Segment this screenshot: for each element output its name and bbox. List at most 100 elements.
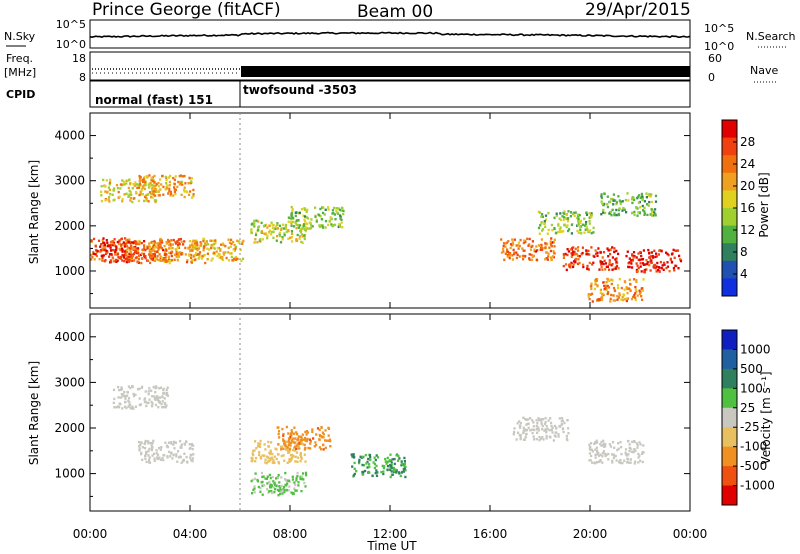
power-cell bbox=[522, 241, 525, 245]
velocity-cell bbox=[306, 431, 309, 434]
power-cell bbox=[543, 222, 546, 225]
velocity-cell bbox=[152, 439, 155, 443]
velocity-cell bbox=[295, 479, 298, 482]
velocity-cell bbox=[373, 456, 376, 459]
power-cell bbox=[636, 264, 639, 267]
power-cell bbox=[204, 261, 207, 265]
power-cell bbox=[169, 251, 173, 255]
power-cell bbox=[330, 223, 333, 226]
power-cell bbox=[529, 248, 533, 251]
velocity-panel-ylabel: Slant Range [km] bbox=[27, 361, 41, 465]
velocity-cell bbox=[299, 460, 302, 463]
power-cell bbox=[139, 253, 142, 257]
velocity-cell bbox=[188, 443, 191, 446]
velocity-cell bbox=[590, 454, 593, 458]
power-cell bbox=[601, 256, 604, 259]
power-cell bbox=[176, 240, 179, 243]
velocity-cell bbox=[285, 448, 288, 451]
power-cell bbox=[642, 263, 645, 266]
power-cell bbox=[105, 239, 108, 242]
power-cell bbox=[124, 251, 127, 255]
power-cell bbox=[636, 195, 639, 199]
velocity-cell bbox=[299, 442, 302, 445]
velocity-cell bbox=[601, 461, 604, 464]
power-cell bbox=[158, 188, 161, 192]
power-cell bbox=[566, 253, 569, 257]
power-cell bbox=[617, 208, 621, 212]
velocity-cell bbox=[192, 453, 195, 456]
velocity-cell bbox=[263, 443, 266, 446]
power-cell bbox=[168, 187, 171, 190]
power-cell bbox=[148, 246, 151, 250]
velocity-cell bbox=[287, 432, 290, 435]
velocity-cell bbox=[397, 454, 400, 458]
power-cell bbox=[218, 256, 221, 259]
velocity-cell bbox=[519, 424, 522, 427]
power-cell bbox=[239, 248, 242, 252]
power-cell bbox=[650, 259, 653, 262]
power-cell bbox=[145, 174, 149, 178]
power-cell bbox=[104, 252, 108, 255]
power-cell bbox=[129, 182, 132, 185]
power-cell bbox=[633, 294, 636, 297]
beam-title: Beam 00 bbox=[357, 2, 433, 22]
power-cell bbox=[633, 213, 636, 217]
power-cell bbox=[611, 246, 614, 249]
freq-tick-bottom: 8 bbox=[79, 71, 86, 84]
power-cell bbox=[127, 179, 131, 182]
power-cell bbox=[176, 256, 179, 259]
velocity-cell bbox=[615, 459, 618, 462]
velocity-cell bbox=[272, 486, 275, 489]
power-cell bbox=[631, 259, 634, 262]
velocity-cell bbox=[292, 492, 295, 496]
power-cell bbox=[275, 225, 278, 228]
power-cell bbox=[133, 247, 136, 250]
power-cell bbox=[125, 242, 128, 245]
power-cell bbox=[96, 250, 99, 253]
power-cell bbox=[129, 251, 132, 254]
power-cell bbox=[550, 243, 553, 247]
power-cell bbox=[648, 251, 651, 255]
velocity-cell bbox=[264, 458, 267, 461]
power-cell bbox=[631, 198, 634, 201]
power-cell bbox=[528, 253, 531, 256]
power-cell bbox=[619, 200, 622, 204]
power-cell bbox=[222, 251, 225, 254]
velocity-cell bbox=[546, 427, 549, 430]
velocity-cell bbox=[266, 455, 269, 458]
power-cell bbox=[159, 246, 162, 249]
power-cell bbox=[572, 263, 575, 266]
power-cell bbox=[655, 265, 658, 268]
velocity-cell bbox=[286, 446, 289, 449]
velocity-cell bbox=[138, 447, 141, 450]
power-cell bbox=[602, 251, 606, 254]
velocity-cell bbox=[297, 444, 300, 448]
power-cell bbox=[141, 248, 144, 252]
colorbar-swatch bbox=[722, 349, 737, 370]
velocity-cell bbox=[161, 395, 164, 399]
velocity-cell bbox=[297, 435, 300, 438]
power-cell bbox=[180, 180, 183, 183]
velocity-cell bbox=[118, 388, 121, 392]
velocity-cell bbox=[400, 471, 403, 474]
power-cell bbox=[570, 211, 573, 214]
power-cell bbox=[320, 217, 323, 221]
power-cell bbox=[150, 249, 153, 252]
velocity-cell bbox=[313, 445, 316, 448]
power-cell bbox=[614, 199, 617, 202]
velocity-cell bbox=[145, 404, 148, 408]
velocity-cell bbox=[170, 441, 173, 444]
power-cell bbox=[295, 238, 298, 241]
power-cell bbox=[102, 241, 105, 245]
power-cell bbox=[666, 261, 669, 264]
velocity-cell bbox=[322, 433, 325, 436]
power-cell bbox=[221, 258, 225, 262]
power-cell bbox=[677, 267, 680, 270]
velocity-cell bbox=[129, 406, 132, 410]
power-cell bbox=[235, 257, 238, 261]
power-cell bbox=[173, 183, 176, 186]
velocity-cell bbox=[286, 482, 289, 485]
power-cell bbox=[212, 239, 215, 243]
velocity-cell bbox=[619, 441, 622, 444]
power-cell bbox=[336, 211, 339, 214]
